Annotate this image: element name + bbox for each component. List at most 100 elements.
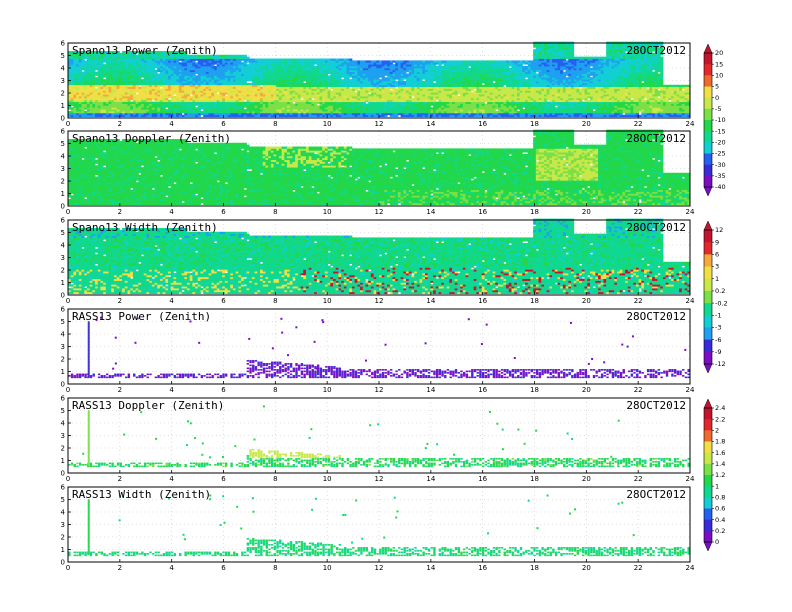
data-cell	[420, 60, 423, 62]
data-cell	[160, 89, 163, 91]
data-cell	[441, 60, 444, 62]
data-cell	[84, 111, 87, 113]
data-cell	[306, 59, 309, 61]
data-cell	[433, 83, 436, 85]
data-cell	[328, 59, 331, 61]
data-cell	[368, 60, 371, 62]
data-cell	[444, 60, 447, 62]
data-cell	[246, 57, 249, 59]
data-cell	[387, 60, 390, 62]
data-cell	[463, 60, 466, 62]
data-cell	[268, 59, 271, 61]
data-cell	[393, 60, 396, 62]
data-cell	[136, 94, 139, 96]
data-cell	[241, 62, 244, 64]
data-cell	[395, 81, 398, 83]
data-cell	[219, 55, 222, 57]
data-cell	[82, 72, 85, 74]
data-cell	[452, 60, 455, 62]
data-cell	[103, 79, 106, 81]
data-cell	[279, 59, 282, 61]
data-cell	[95, 89, 98, 91]
data-cell	[157, 74, 160, 76]
data-cell	[244, 55, 247, 57]
data-cell	[233, 55, 236, 57]
data-cell	[365, 104, 368, 106]
data-cell	[390, 60, 393, 62]
data-cell	[384, 77, 387, 79]
data-cell	[482, 60, 485, 62]
data-cell	[439, 60, 442, 62]
data-cell	[309, 59, 312, 61]
data-cell	[295, 59, 298, 61]
data-cell	[271, 59, 274, 61]
data-cell	[303, 59, 306, 61]
data-cell	[468, 60, 471, 62]
data-cell	[471, 92, 474, 94]
data-cell	[138, 87, 141, 89]
data-cell	[276, 59, 279, 61]
data-cell	[341, 59, 344, 61]
data-cell	[484, 60, 487, 62]
data-cell	[411, 98, 414, 100]
data-cell	[341, 79, 344, 81]
data-cell	[436, 102, 439, 104]
data-cell	[382, 60, 385, 62]
data-cell	[284, 59, 287, 61]
data-cell	[455, 60, 458, 62]
data-cell	[225, 55, 228, 57]
data-cell	[482, 85, 485, 87]
data-cell	[471, 60, 474, 62]
data-cell	[384, 60, 387, 62]
data-cell	[325, 59, 328, 61]
data-cell	[260, 59, 263, 61]
data-cell	[352, 60, 355, 62]
data-cell	[406, 60, 409, 62]
data-cell	[246, 64, 249, 66]
data-cell	[368, 94, 371, 96]
data-cell	[328, 75, 331, 77]
data-cell	[355, 60, 358, 62]
data-cell	[441, 66, 444, 68]
data-cell	[260, 87, 263, 89]
data-cell	[422, 60, 425, 62]
data-cell	[479, 60, 482, 62]
data-cell	[428, 60, 431, 62]
data-cell	[298, 59, 301, 61]
data-cell	[244, 102, 247, 104]
data-cell	[349, 59, 352, 61]
data-cell	[355, 92, 358, 94]
data-cell	[165, 109, 168, 111]
data-cell	[457, 60, 460, 62]
data-cell	[406, 74, 409, 76]
data-cell	[290, 59, 293, 61]
data-cell	[357, 90, 360, 92]
data-cell	[365, 60, 368, 62]
data-cell	[317, 105, 320, 107]
data-cell	[390, 90, 393, 92]
data-cell	[395, 60, 398, 62]
data-cell	[460, 60, 463, 62]
data-cell	[336, 59, 339, 61]
data-cell	[182, 115, 185, 117]
data-cell	[466, 60, 469, 62]
data-cell	[333, 59, 336, 61]
data-cell	[236, 55, 239, 57]
data-cell	[195, 107, 198, 109]
data-cell	[179, 62, 182, 64]
data-cell	[130, 102, 133, 104]
data-cell	[311, 59, 314, 61]
data-cell	[411, 60, 414, 62]
data-cell	[214, 66, 217, 68]
data-cell	[287, 59, 290, 61]
data-cell	[379, 79, 382, 81]
data-cell	[95, 77, 98, 79]
data-cell	[403, 81, 406, 83]
data-cell	[282, 59, 285, 61]
data-cell	[103, 64, 106, 66]
data-cell	[201, 111, 204, 113]
data-cell	[417, 60, 420, 62]
data-cell	[222, 55, 225, 57]
data-cell	[422, 81, 425, 83]
